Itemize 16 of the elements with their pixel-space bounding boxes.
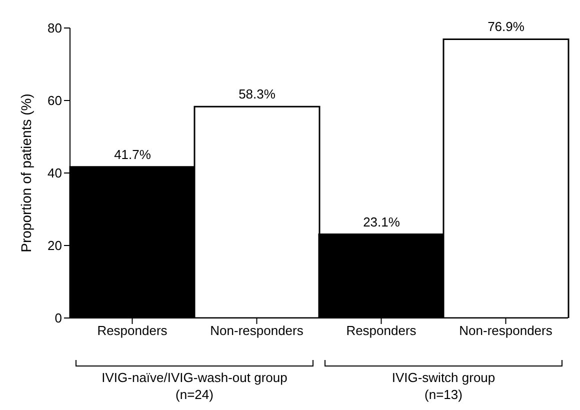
data-label: 41.7% [114, 146, 152, 162]
x-tick-label: Responders [97, 323, 168, 338]
x-tick-label: Non-responders [459, 323, 553, 338]
y-tick-label: 0 [54, 310, 62, 326]
data-label: 58.3% [238, 86, 276, 102]
x-tick-label: Non-responders [210, 323, 304, 338]
y-tick-label: 40 [48, 166, 62, 181]
data-label: 23.1% [363, 214, 400, 230]
y-tick-label: 60 [48, 93, 62, 108]
y-tick-label: 20 [48, 238, 62, 254]
text: IVIG-switch group (n=13) [392, 370, 496, 402]
data-label: 76.9% [488, 19, 525, 34]
x-tick-label: Responders [346, 323, 417, 338]
text: IVIG-naïve/IVIG-wash-out group (n=24) [102, 370, 288, 402]
y-axis-title: Proportion of patients (%) [18, 94, 34, 252]
y-tick-label: 80 [48, 20, 62, 36]
